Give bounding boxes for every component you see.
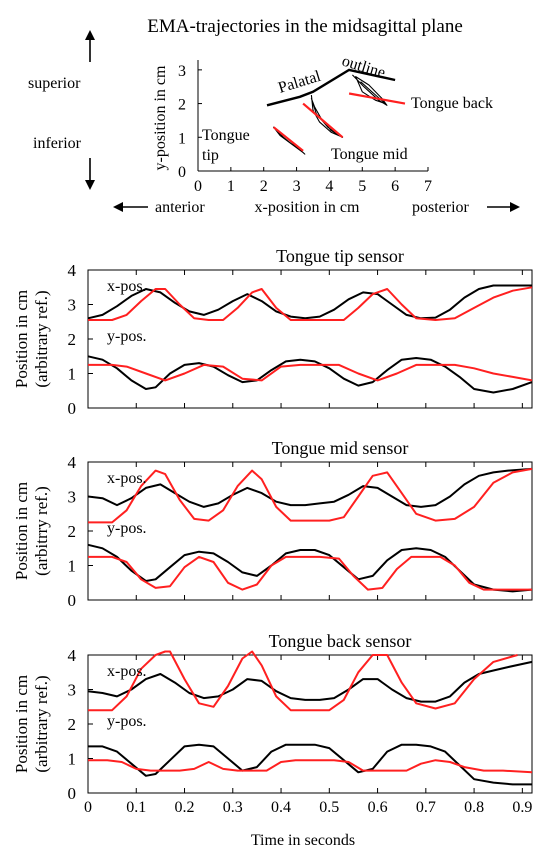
trajectory-loop-mid xyxy=(310,95,344,138)
y-tick-label: 0 xyxy=(68,591,77,610)
x-pos-label: x-pos. xyxy=(107,470,147,487)
y-tick-label: 3 xyxy=(68,488,77,507)
time-axis-label: Time in seconds xyxy=(251,832,355,849)
diagram-x-tick-label: 3 xyxy=(293,178,301,195)
panel-y-label-line2: (arbitrary ref.) xyxy=(32,290,51,387)
diagram-y-tick-label: 2 xyxy=(178,97,186,114)
series-line-3 xyxy=(88,555,532,591)
series-line-0 xyxy=(87,660,533,703)
posterior-arrowhead-icon xyxy=(510,202,520,212)
y-tick-label: 4 xyxy=(68,261,77,280)
diagram-x-label: x-position in cm xyxy=(255,199,360,216)
panel-y-label-line1: Position in cm xyxy=(12,482,31,580)
y-tick-label: 1 xyxy=(68,750,77,769)
x-tick-label: 0.1 xyxy=(126,799,146,816)
posterior-label: posterior xyxy=(412,199,470,216)
diagram-ticks: 0 1 2 3 4 5 6 7 0 1 2 3 xyxy=(178,63,432,195)
series-line-2 xyxy=(87,543,533,593)
panel-title: Tongue mid sensor xyxy=(272,438,409,458)
panel-0: Tongue tip sensor 0 1 2 3 4 Position in cm (arb… xyxy=(12,246,533,418)
series-line-1 xyxy=(88,467,533,524)
palatal-label: Palatal xyxy=(276,68,323,97)
inferior-arrowhead-icon xyxy=(85,180,95,190)
tongue-back-label: Tongue back xyxy=(411,95,493,112)
panel-2: Tongue back sensor 0 1 2 3 4 0 0.1 0.2 0.3 0.4 0.5 0… xyxy=(12,631,533,816)
diagram-y-tick-label: 1 xyxy=(178,130,186,147)
x-tick-label: 0.6 xyxy=(368,799,388,816)
diagram-y-tick-label: 0 xyxy=(178,164,186,181)
diagram-x-tick-label: 1 xyxy=(227,178,235,195)
x-tick-label: 0.7 xyxy=(416,799,436,816)
y-tick-label: 4 xyxy=(68,453,77,472)
y-tick-label: 3 xyxy=(68,296,77,315)
x-pos-label: x-pos. xyxy=(107,278,147,295)
midsagittal-diagram: EMA-trajectories in the midsagittal plan… xyxy=(28,16,520,216)
palatal-outline xyxy=(266,68,396,107)
panel-title: Tongue back sensor xyxy=(269,631,412,651)
inferior-label: inferior xyxy=(33,135,82,152)
y-pos-label: y-pos. xyxy=(107,328,147,345)
fitted-line-tip xyxy=(272,126,304,152)
tongue-mid-label: Tongue mid xyxy=(331,146,408,163)
panel-y-label-line2: (arbitrry ref.) xyxy=(32,486,51,576)
y-pos-label: y-pos. xyxy=(107,713,147,730)
diagram-x-tick-label: 5 xyxy=(358,178,366,195)
y-tick-label: 1 xyxy=(68,557,77,576)
series-line-3 xyxy=(88,363,533,382)
diagram-x-tick-label: 2 xyxy=(260,178,268,195)
y-tick-label: 0 xyxy=(68,784,77,803)
x-pos-label: x-pos. xyxy=(107,663,147,680)
superior-arrowhead-icon xyxy=(85,30,95,40)
panel-title: Tongue tip sensor xyxy=(276,246,404,266)
panel-y-label-line1: Position in cm xyxy=(12,290,31,388)
anterior-label: anterior xyxy=(155,199,205,216)
series-line-2 xyxy=(87,355,533,394)
diagram-y-tick-label: 3 xyxy=(178,63,186,80)
series-line-2 xyxy=(88,743,532,786)
diagram-x-tick-label: 6 xyxy=(391,178,399,195)
fitted-line-back xyxy=(348,92,406,105)
series-line-0 xyxy=(87,467,533,508)
tongue-tip-label-line1: Tongue xyxy=(202,127,250,144)
panel-y-label-line1: Position in cm xyxy=(12,675,31,773)
diagram-x-tick-label: 0 xyxy=(194,178,202,195)
tongue-tip-label-line2: tip xyxy=(202,147,219,164)
panel-y-label-line2: (arbitrary ref.) xyxy=(32,675,51,772)
diagram-data xyxy=(266,68,406,155)
diagram-x-tick-label: 4 xyxy=(325,178,333,195)
x-tick-label: 0.8 xyxy=(464,799,484,816)
y-tick-label: 2 xyxy=(68,330,77,349)
outline-label: outline xyxy=(340,53,387,82)
series-line-1 xyxy=(88,286,533,321)
x-tick-label: 0 xyxy=(84,799,92,816)
y-tick-label: 2 xyxy=(68,715,77,734)
x-tick-label: 0.2 xyxy=(175,799,195,816)
fitted-line-mid xyxy=(302,102,344,139)
y-pos-label: y-pos. xyxy=(107,520,147,537)
series-line-0 xyxy=(87,284,532,320)
anterior-arrowhead-icon xyxy=(113,202,123,212)
y-tick-label: 2 xyxy=(68,522,77,541)
superior-label: superior xyxy=(28,75,81,92)
series-line-3 xyxy=(88,759,533,774)
diagram-y-label: y-position in cm xyxy=(152,65,169,170)
x-tick-label: 0.3 xyxy=(223,799,243,816)
diagram-title: EMA-trajectories in the midsagittal plan… xyxy=(147,16,463,37)
y-tick-label: 3 xyxy=(68,681,77,700)
y-tick-label: 0 xyxy=(68,399,77,418)
y-tick-label: 1 xyxy=(68,365,77,384)
x-tick-label: 0.4 xyxy=(271,799,291,816)
panel-1: Tongue mid sensor 0 1 2 3 4 Position in cm (arb… xyxy=(12,438,533,610)
x-tick-label: 0.9 xyxy=(512,799,532,816)
x-tick-label: 0.5 xyxy=(319,799,339,816)
diagram-x-tick-label: 7 xyxy=(424,178,432,195)
series-line-1 xyxy=(88,650,518,712)
y-tick-label: 4 xyxy=(68,646,77,665)
